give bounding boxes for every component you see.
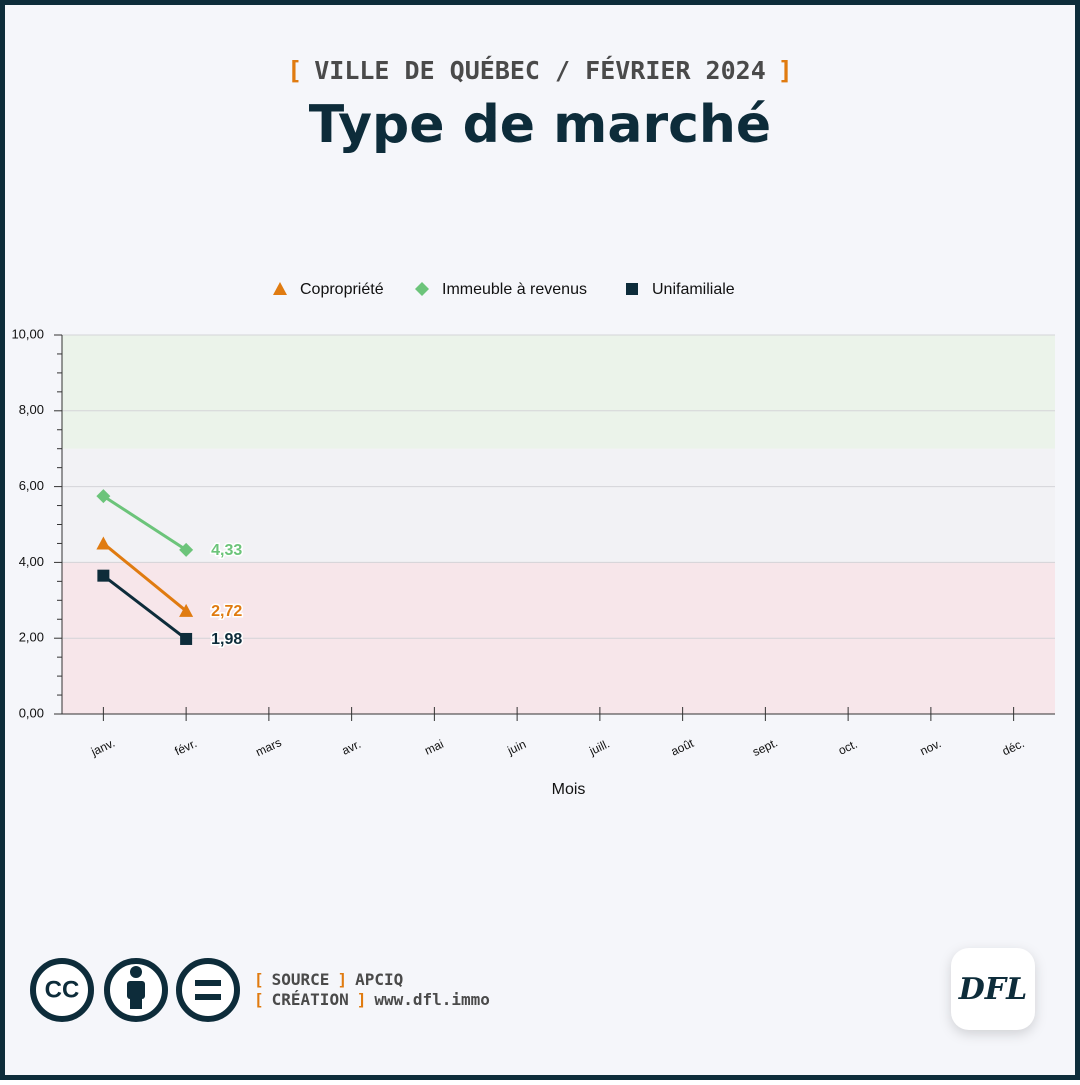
series-line <box>102 542 188 613</box>
by-icon <box>127 966 145 1009</box>
source: APCIQ <box>355 970 403 989</box>
value-label: 2,72 <box>211 603 242 620</box>
zone-band <box>62 335 1055 449</box>
source-line: [ SOURCE] APCIQ <box>254 970 403 989</box>
zone-band <box>62 448 1055 563</box>
legend-marker <box>415 282 429 296</box>
creation-line: [ CRÉATION] www.dfl.immo <box>254 990 490 1009</box>
y-tick-label: 10,00 <box>11 326 44 341</box>
y-tick-label: 6,00 <box>19 478 44 493</box>
bracket: [ <box>254 990 264 1009</box>
legend-label: Immeuble à revenus <box>442 281 587 298</box>
series-line <box>102 494 187 552</box>
legend-marker <box>626 283 638 295</box>
data-point <box>179 603 194 617</box>
y-tick-label: 4,00 <box>19 554 44 569</box>
legend-label: Unifamiliale <box>652 281 735 298</box>
supertitle-text: VILLE DE QUÉBEC / FÉVRIER 2024 <box>314 56 766 85</box>
legend-marker <box>273 282 287 295</box>
bracket: ] <box>357 990 367 1009</box>
bracket: ] <box>778 56 793 85</box>
bracket: ] <box>337 970 347 989</box>
cc-icon-text: CC <box>45 976 80 1003</box>
value-label: 1,98 <box>211 631 242 648</box>
series-line <box>102 574 188 641</box>
license-icons <box>30 958 240 1022</box>
data-point <box>180 632 193 645</box>
y-tick-label: 2,00 <box>19 630 44 645</box>
y-tick-label: 8,00 <box>19 402 44 417</box>
y-tick-label: 0,00 <box>19 705 44 720</box>
legend-label: Copropriété <box>300 281 384 298</box>
nd-icon <box>195 980 221 1000</box>
creation-label: CRÉATION <box>272 990 349 1009</box>
bracket: [ <box>287 56 302 85</box>
data-point <box>97 569 110 582</box>
data-point <box>96 536 111 550</box>
value-label: 4,33 <box>211 542 242 559</box>
title: Type de marché <box>309 95 771 155</box>
logo-box <box>951 948 1035 1030</box>
supertitle: [ VILLE DE QUÉBEC / FÉVRIER 2024] <box>287 56 793 85</box>
x-axis-label: Mois <box>552 781 586 798</box>
data-point <box>96 489 111 504</box>
logo: DFL <box>958 972 1027 1007</box>
bracket: [ <box>254 970 264 989</box>
data-point <box>179 542 194 557</box>
source-label: SOURCE <box>272 970 330 989</box>
creation: www.dfl.immo <box>374 990 490 1009</box>
